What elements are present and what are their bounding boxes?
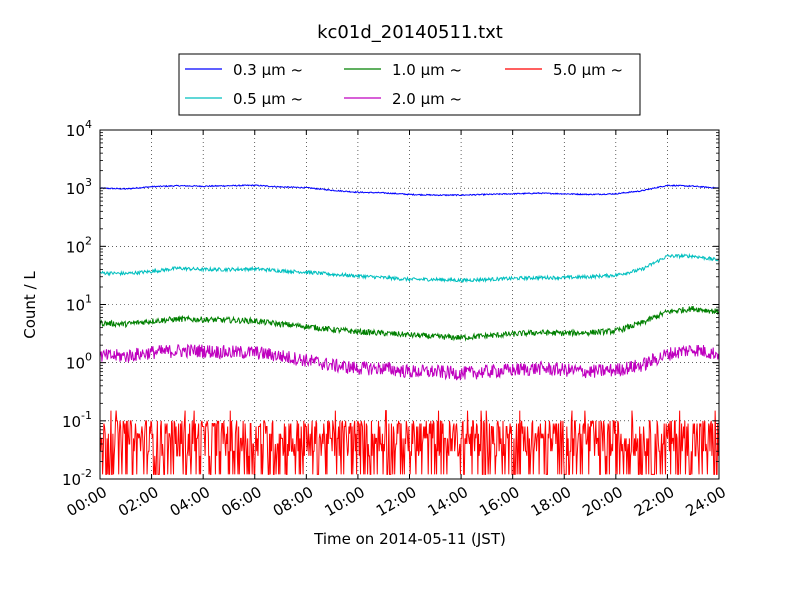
chart-title: kc01d_20140511.txt [317, 22, 503, 43]
legend-label: 0.3 μm ~ [233, 61, 303, 79]
legend-label: 1.0 μm ~ [392, 61, 462, 79]
y-tick-label: 100 [66, 351, 92, 373]
y-axis: 10-2 10-1 100 101 102 103 104 [62, 118, 719, 489]
series-line [99, 184, 720, 197]
series-line [99, 343, 720, 381]
y-tick-label: 101 [66, 293, 92, 315]
y-tick-label: 102 [66, 234, 92, 256]
y-tick-label: 10-1 [62, 409, 92, 431]
legend-label: 2.0 μm ~ [392, 90, 462, 108]
series-line [99, 306, 720, 342]
y-tick-label: 103 [66, 176, 92, 198]
y-axis-label: Count / L [21, 271, 39, 339]
legend-frame [178, 53, 641, 116]
y-tick-label: 104 [66, 118, 92, 140]
x-axis-label: Time on 2014-05-11 (JST) [313, 530, 506, 548]
legend-label: 0.5 μm ~ [233, 90, 303, 108]
legend: 0.3 μm ~ 0.5 μm ~ 1.0 μm ~ 2.0 μm ~ 5.0 μm ~ [178, 53, 641, 116]
legend-label: 5.0 μm ~ [553, 61, 623, 79]
series-line [99, 252, 720, 284]
y-tick-label: 10-2 [62, 467, 92, 489]
